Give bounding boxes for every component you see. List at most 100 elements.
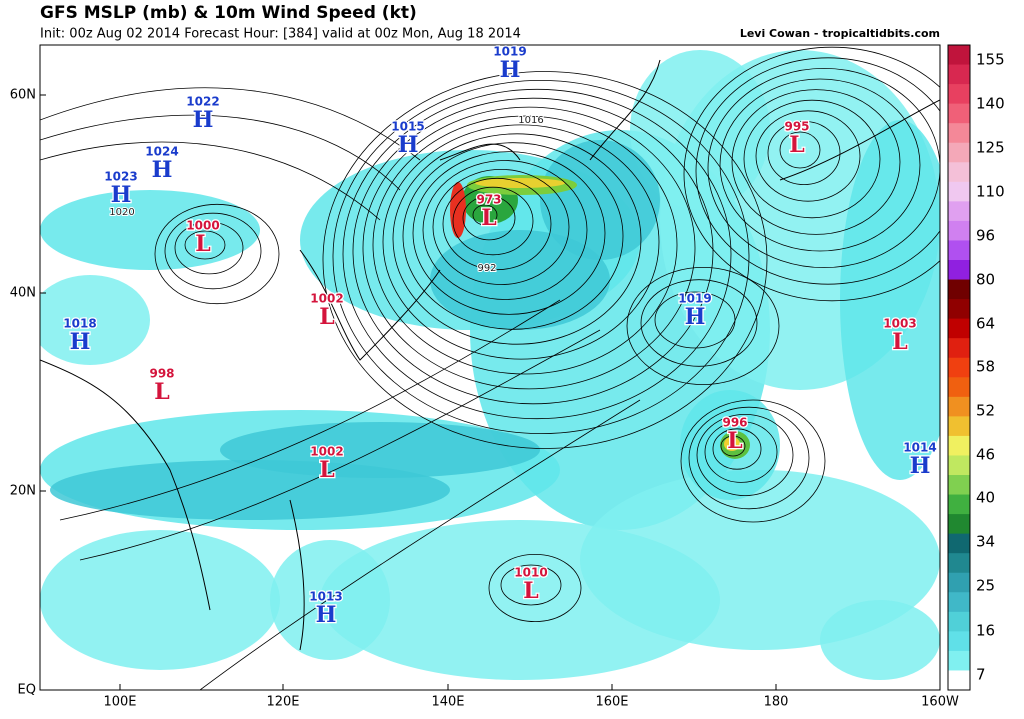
wind-shading [40, 190, 260, 270]
wind-shading [40, 530, 280, 670]
isobar [332, 79, 750, 435]
isobar [696, 413, 794, 496]
colorbar-label: 7 [976, 666, 986, 684]
colorbar-label: 25 [976, 577, 995, 595]
isobar [422, 160, 588, 300]
colorbar-swatch [948, 318, 970, 339]
isobar [720, 435, 746, 457]
wind-shading [270, 540, 390, 660]
isobar [712, 428, 762, 470]
colorbar-label: 58 [976, 358, 995, 376]
colorbar-swatch [948, 650, 970, 671]
colorbar-swatch [948, 553, 970, 574]
colorbar-swatch [948, 357, 970, 378]
colorbar-label: 40 [976, 489, 995, 507]
colorbar-label: 46 [976, 446, 995, 464]
center-letter: L [523, 578, 538, 604]
isobar [372, 115, 678, 375]
center-letter: L [727, 428, 742, 454]
isobar [472, 204, 498, 226]
colorbar-swatch [948, 670, 970, 691]
colorbar-label: 64 [976, 315, 995, 333]
center-letter: L [789, 132, 804, 158]
lon-label: 100E [103, 695, 136, 710]
storm-shading [450, 182, 466, 238]
isobar [626, 266, 780, 385]
colorbar-label: 140 [976, 95, 1005, 113]
center-letter: H [70, 329, 91, 355]
colorbar-swatch [948, 494, 970, 515]
isobar [342, 88, 732, 420]
center-letter: L [195, 231, 210, 257]
colorbar-swatch [948, 592, 970, 613]
colorbar-swatch [948, 220, 970, 241]
wind-shading [430, 230, 610, 330]
isobar [432, 168, 570, 285]
center-pressure: 1003 [883, 317, 916, 331]
colorbar-label: 16 [976, 622, 995, 640]
center-letter: H [910, 453, 931, 479]
isobar [755, 110, 861, 202]
colorbar-swatch [948, 162, 970, 183]
lat-label: 60N [10, 88, 36, 103]
lon-label: 120E [266, 695, 299, 710]
center-letter: L [319, 304, 334, 330]
isobar [640, 279, 758, 367]
colorbar-swatch [948, 611, 970, 632]
colorbar-label: 34 [976, 533, 995, 551]
contour-label: 992 [477, 263, 496, 274]
wind-shading [540, 140, 660, 260]
storm-shading [475, 178, 565, 188]
colorbar-swatch [948, 475, 970, 496]
isobar [382, 124, 660, 360]
isobar [322, 71, 768, 449]
isobar [352, 97, 714, 405]
colorbar-swatch [948, 45, 970, 66]
isobar [392, 133, 642, 345]
storm-shading [724, 437, 740, 451]
colorbar-swatch [948, 123, 970, 144]
isobar [184, 230, 226, 260]
isobar [488, 554, 582, 623]
isobar [164, 212, 262, 290]
isobar [695, 57, 940, 285]
center-letter: H [316, 602, 337, 628]
isobar [40, 87, 641, 690]
contour-label: 1020 [109, 207, 134, 218]
center-letter: L [154, 379, 169, 405]
lat-label: EQ [18, 683, 36, 698]
colorbar-label: 125 [976, 139, 1005, 157]
colorbar-frame [947, 44, 971, 691]
center-pressure: 1014 [903, 441, 936, 455]
center-letter: H [152, 157, 173, 183]
contour-label: 1016 [518, 115, 543, 126]
center-pressure: 1022 [186, 95, 219, 109]
colorbar-swatch [948, 240, 970, 261]
center-pressure: 1000 [186, 219, 219, 233]
colorbar-swatch [948, 455, 970, 476]
colorbar-swatch [948, 377, 970, 398]
colorbar-label: 52 [976, 402, 995, 420]
center-pressure: 973 [476, 193, 501, 207]
isobar [704, 421, 778, 483]
colorbar-label: 96 [976, 227, 995, 245]
wind-shading [40, 275, 150, 365]
credit: Levi Cowan - tropicaltidbits.com [740, 27, 940, 40]
wind-shading [580, 470, 940, 650]
lon-label: 160E [595, 695, 628, 710]
colorbar-swatch [948, 416, 970, 437]
colorbar-swatch [948, 260, 970, 281]
center-letter: H [111, 182, 132, 208]
center-pressure: 1023 [104, 170, 137, 184]
colorbar-swatch [948, 84, 970, 105]
isobar [688, 406, 810, 510]
colorbar-swatch [948, 572, 970, 593]
center-letter: H [685, 304, 706, 330]
center-letter: L [892, 329, 907, 355]
wind-shading [820, 600, 940, 680]
isobar [412, 151, 606, 315]
isobar [500, 564, 562, 606]
center-letter: L [319, 457, 334, 483]
isobar [442, 177, 552, 271]
